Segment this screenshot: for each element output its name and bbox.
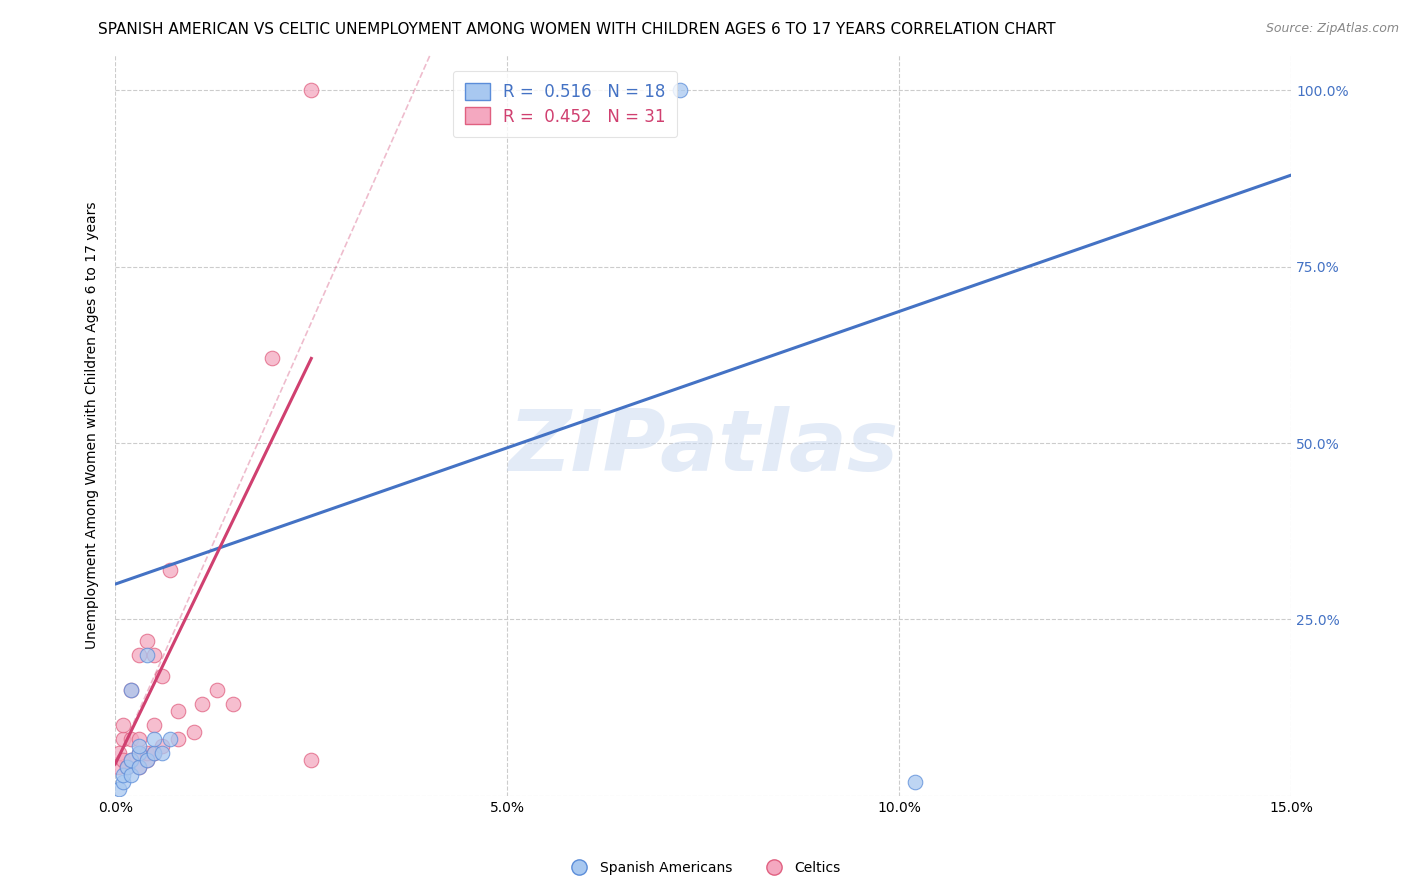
Point	[112, 732, 135, 747]
Point	[143, 747, 166, 761]
Point	[150, 739, 173, 754]
Point	[167, 704, 190, 718]
Point	[120, 682, 142, 697]
Text: ZIPatlas: ZIPatlas	[508, 406, 898, 489]
Point	[108, 781, 131, 796]
Point	[128, 760, 150, 774]
Point	[112, 718, 135, 732]
Point	[904, 774, 927, 789]
Point	[159, 732, 181, 747]
Point	[143, 732, 166, 747]
Point	[135, 754, 157, 768]
Point	[120, 732, 142, 747]
Point	[159, 563, 181, 577]
Text: Source: ZipAtlas.com: Source: ZipAtlas.com	[1265, 22, 1399, 36]
Point	[299, 83, 322, 97]
Point	[115, 760, 138, 774]
Point	[150, 669, 173, 683]
Point	[222, 697, 245, 711]
Point	[120, 767, 142, 781]
Point	[205, 682, 228, 697]
Point	[135, 648, 157, 662]
Legend: Spanish Americans, Celtics: Spanish Americans, Celtics	[560, 855, 846, 880]
Point	[115, 760, 138, 774]
Text: SPANISH AMERICAN VS CELTIC UNEMPLOYMENT AMONG WOMEN WITH CHILDREN AGES 6 TO 17 Y: SPANISH AMERICAN VS CELTIC UNEMPLOYMENT …	[98, 22, 1056, 37]
Point	[135, 754, 157, 768]
Point	[190, 697, 212, 711]
Y-axis label: Unemployment Among Women with Children Ages 6 to 17 years: Unemployment Among Women with Children A…	[86, 202, 100, 649]
Point	[107, 760, 129, 774]
Point	[128, 760, 150, 774]
Point	[135, 633, 157, 648]
Point	[112, 754, 135, 768]
Point	[262, 351, 284, 366]
Point	[128, 648, 150, 662]
Point	[135, 747, 157, 761]
Point	[143, 648, 166, 662]
Point	[128, 747, 150, 761]
Point	[299, 754, 322, 768]
Point	[120, 682, 142, 697]
Point	[668, 83, 690, 97]
Point	[150, 747, 173, 761]
Point	[128, 732, 150, 747]
Point	[120, 754, 142, 768]
Legend: R =  0.516   N = 18, R =  0.452   N = 31: R = 0.516 N = 18, R = 0.452 N = 31	[453, 70, 678, 137]
Point	[112, 774, 135, 789]
Point	[120, 754, 142, 768]
Point	[108, 747, 131, 761]
Point	[128, 747, 150, 761]
Point	[143, 747, 166, 761]
Point	[143, 718, 166, 732]
Point	[112, 767, 135, 781]
Point	[183, 725, 205, 739]
Point	[167, 732, 190, 747]
Point	[128, 739, 150, 754]
